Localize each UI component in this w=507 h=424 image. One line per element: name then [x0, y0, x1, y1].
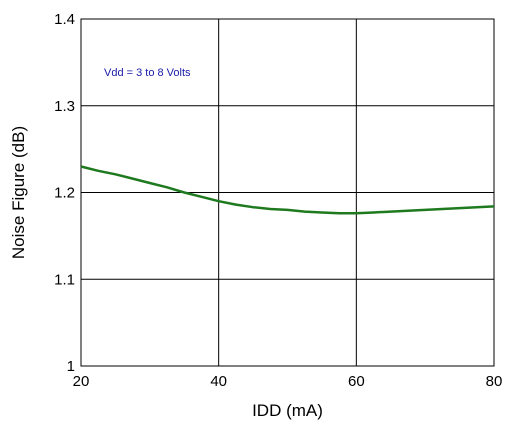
- y-axis-title: Noise Figure (dB): [9, 126, 28, 259]
- annotation-vdd: Vdd = 3 to 8 Volts: [104, 67, 191, 79]
- y-tick-label: 1.1: [54, 271, 75, 288]
- plot-frame: [80, 18, 495, 367]
- x-tick-label: 80: [486, 373, 503, 390]
- y-tick-label: 1.3: [54, 98, 75, 115]
- x-tick-label: 40: [210, 373, 227, 390]
- y-tick-label: 1.4: [54, 11, 75, 28]
- series-line-noise-figure: [80, 165, 495, 215]
- x-tick-label: 20: [73, 373, 90, 390]
- x-axis-title: IDD (mA): [252, 401, 323, 420]
- y-tick-label: 1: [67, 358, 75, 375]
- y-tick-label: 1.2: [54, 185, 75, 202]
- x-tick-label: 60: [348, 373, 365, 390]
